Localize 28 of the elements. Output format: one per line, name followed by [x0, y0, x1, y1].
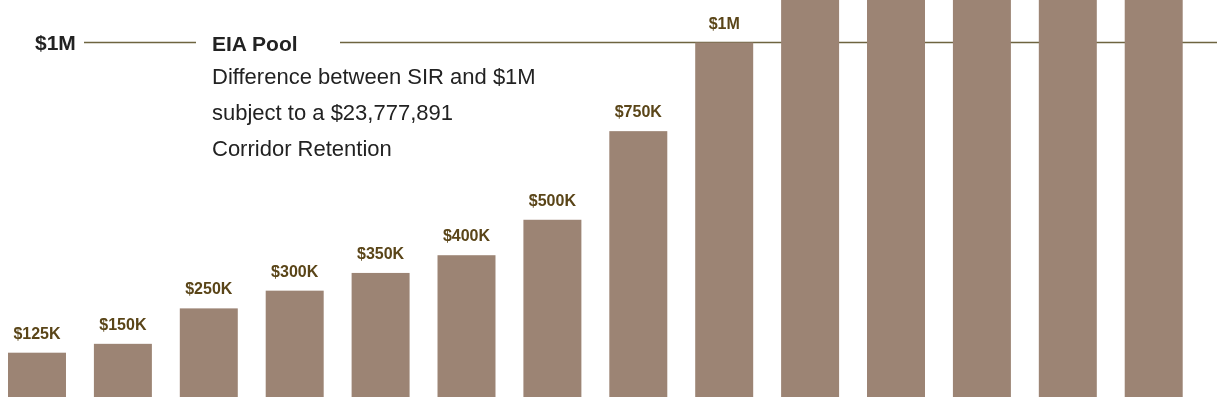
data-label: $350K	[357, 244, 405, 262]
bar	[351, 272, 410, 397]
bar	[1124, 0, 1183, 397]
annotation: subject to a $23,777,891	[212, 100, 453, 125]
bar	[437, 255, 496, 397]
data-label: $400K	[442, 227, 491, 245]
bar	[265, 290, 324, 397]
data-label: $750K	[614, 103, 663, 121]
data-label: $1M	[708, 14, 740, 32]
bar	[695, 42, 754, 397]
bar	[8, 352, 66, 397]
annotation: Corridor Retention	[212, 136, 392, 161]
annotation: EIA Pool	[212, 32, 298, 55]
data-label: $150K	[99, 315, 147, 333]
bar	[867, 0, 925, 397]
bar	[179, 308, 238, 397]
ref-line-label: $1M	[35, 30, 76, 54]
data-label: $300K	[271, 262, 319, 280]
bar	[1038, 0, 1097, 397]
data-label: $500K	[528, 191, 577, 209]
data-label: $250K	[185, 280, 233, 298]
bar	[523, 219, 582, 397]
bar	[93, 343, 152, 397]
annotation: Difference between SIR and $1M	[212, 64, 536, 89]
bar	[781, 0, 840, 397]
bar	[609, 131, 668, 397]
data-label: $125K	[13, 324, 62, 342]
bar	[952, 0, 1011, 397]
